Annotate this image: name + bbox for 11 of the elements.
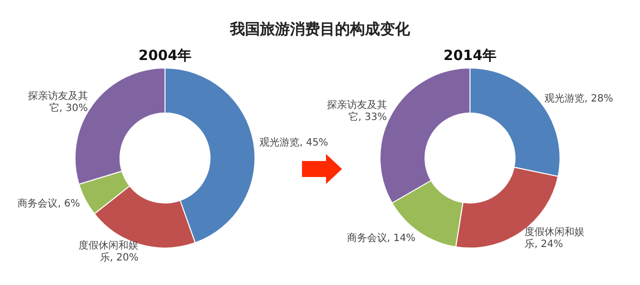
chart-title: 我国旅游消费目的构成变化 [229,20,411,38]
slice-label: 商务会议, 6% [18,198,80,210]
slice-label: 探亲访友及其它, 33% [326,99,387,123]
chart-subtitle: 2004年 [138,48,192,64]
slice-label: 观光游览, 28% [544,92,614,104]
chart-subtitle: 2014年 [444,48,496,64]
slice-label: 探亲访友及其它, 30% [28,90,88,114]
slice-label: 观光游览, 45% [260,136,328,149]
slice-label: 度假休闲和娱乐, 24% [524,226,584,250]
slice-label: 商务会议, 14% [346,232,416,244]
slice-label: 度假休闲和娱乐, 20% [78,239,138,264]
